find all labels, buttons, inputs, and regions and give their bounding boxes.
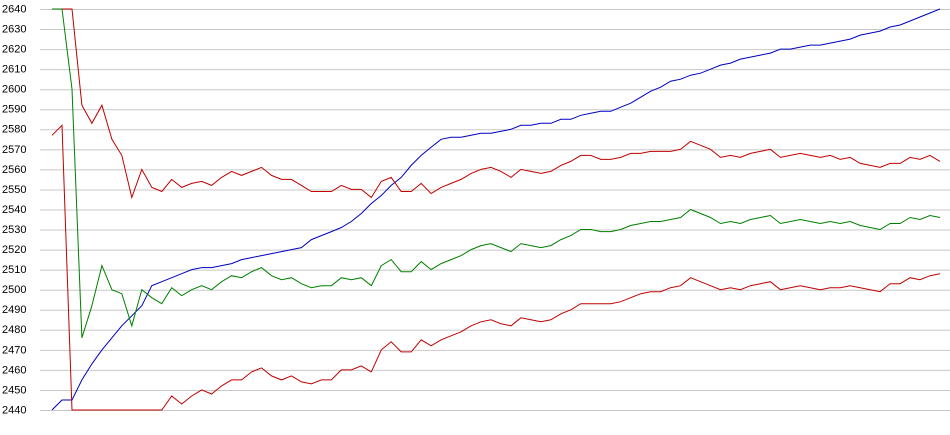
series-line	[52, 8, 941, 200]
y-tick-label: 2560	[2, 164, 26, 176]
y-tick-label: 2480	[2, 324, 26, 336]
series-line	[52, 8, 941, 338]
y-tick-label: 2600	[2, 84, 26, 96]
y-tick-label: 2450	[2, 384, 26, 396]
y-tick-label: 2620	[2, 44, 26, 56]
y-tick-label: 2510	[2, 264, 26, 276]
y-tick-label: 2590	[2, 104, 26, 116]
y-tick-label: 2630	[2, 23, 26, 35]
y-tick-label: 2440	[2, 404, 26, 416]
series-line	[51, 124, 941, 411]
y-tick-label: 2540	[2, 204, 26, 216]
y-tick-label: 2610	[2, 64, 26, 76]
y-tick-label: 2500	[2, 284, 26, 296]
y-tick-label: 2470	[2, 344, 26, 356]
y-tick-label: 2550	[2, 184, 26, 196]
y-tick-label: 2570	[2, 144, 26, 156]
y-tick-label: 2530	[2, 224, 26, 236]
y-tick-label: 2490	[2, 304, 26, 316]
y-tick-label: 2520	[2, 244, 26, 256]
y-tick-label: 2580	[2, 124, 26, 136]
y-tick-label: 2460	[2, 364, 26, 376]
y-tick-label: 2640	[2, 3, 26, 15]
series-line	[51, 8, 941, 411]
